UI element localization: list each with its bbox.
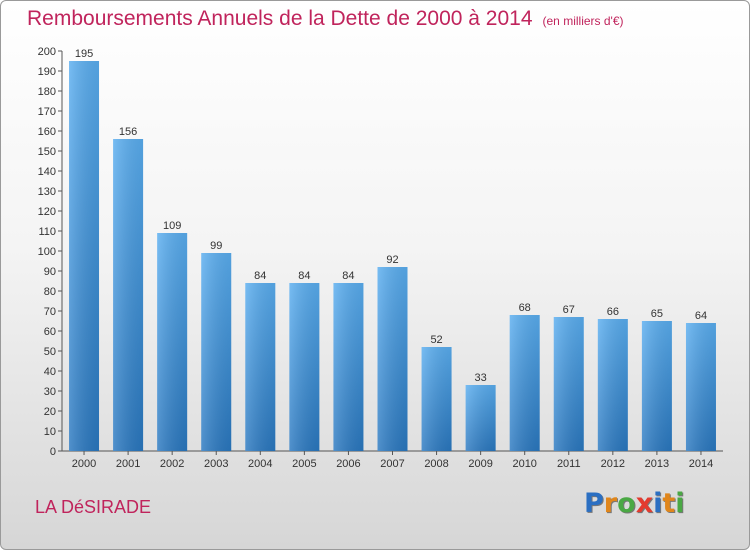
chart-unit: (en milliers d'€) bbox=[542, 14, 624, 28]
value-label: 84 bbox=[298, 270, 310, 282]
y-tick-label: 200 bbox=[38, 46, 56, 58]
x-tick-label: 2011 bbox=[557, 458, 581, 470]
y-tick-label: 90 bbox=[44, 266, 56, 278]
value-label: 67 bbox=[563, 304, 575, 316]
bar-shade bbox=[289, 283, 320, 451]
y-tick-label: 170 bbox=[38, 106, 56, 118]
bars: 195 156 109 99 84 84 84 92 52 33 68 67 66 65 64 bbox=[69, 48, 716, 451]
bar-shade bbox=[157, 233, 188, 451]
y-tick-label: 120 bbox=[38, 206, 56, 218]
bar-shade bbox=[333, 283, 364, 451]
bar-shade bbox=[113, 139, 144, 451]
logo-letter: x bbox=[635, 488, 654, 519]
y-tick-label: 70 bbox=[44, 306, 56, 318]
bar-shade bbox=[509, 315, 540, 451]
value-label: 65 bbox=[651, 308, 663, 320]
logo-letter: i bbox=[675, 488, 685, 519]
y-tick-label: 10 bbox=[44, 426, 56, 438]
y-tick-label: 100 bbox=[38, 246, 56, 258]
logo-letter: P bbox=[584, 488, 604, 519]
x-tick-label: 2013 bbox=[645, 458, 669, 470]
value-label: 33 bbox=[475, 372, 487, 384]
value-label: 68 bbox=[519, 302, 531, 314]
y-tick-label: 190 bbox=[38, 66, 56, 78]
y-tick-label: 50 bbox=[44, 346, 56, 358]
proxiti-logo: Proxiti bbox=[584, 488, 685, 519]
x-tick-label: 2012 bbox=[601, 458, 625, 470]
bar-shade bbox=[377, 267, 408, 451]
value-label: 84 bbox=[254, 270, 266, 282]
x-tick-label: 2014 bbox=[689, 458, 713, 470]
value-label: 84 bbox=[342, 270, 354, 282]
value-label: 64 bbox=[695, 310, 707, 322]
bar-shade bbox=[597, 319, 628, 451]
x-tick-label: 2002 bbox=[160, 458, 184, 470]
value-label: 99 bbox=[210, 240, 222, 252]
bar-shade bbox=[465, 385, 496, 451]
y-tick-label: 0 bbox=[50, 446, 56, 458]
x-tick-label: 2001 bbox=[116, 458, 140, 470]
bar-shade bbox=[69, 61, 100, 451]
value-label: 156 bbox=[119, 126, 137, 138]
bar-shade bbox=[245, 283, 276, 451]
x-tick-label: 2007 bbox=[380, 458, 404, 470]
value-label: 66 bbox=[607, 306, 619, 318]
bar-shade bbox=[685, 323, 716, 451]
chart-title: Remboursements Annuels de la Dette de 20… bbox=[27, 7, 624, 31]
y-tick-label: 80 bbox=[44, 286, 56, 298]
value-label: 109 bbox=[163, 220, 181, 232]
x-tick-label: 2004 bbox=[248, 458, 272, 470]
value-label: 52 bbox=[430, 334, 442, 346]
y-tick-label: 160 bbox=[38, 126, 56, 138]
logo-letter: t bbox=[662, 488, 676, 519]
bar-shade bbox=[201, 253, 232, 451]
logo-letter: i bbox=[653, 488, 663, 519]
bar-shade bbox=[553, 317, 584, 451]
y-tick-label: 30 bbox=[44, 386, 56, 398]
x-tick-label: 2003 bbox=[204, 458, 228, 470]
value-label: 92 bbox=[386, 254, 398, 266]
y-tick-label: 180 bbox=[38, 86, 56, 98]
x-tick-label: 2009 bbox=[468, 458, 492, 470]
y-tick-label: 140 bbox=[38, 166, 56, 178]
x-tick-label: 2006 bbox=[336, 458, 360, 470]
x-tick-label: 2010 bbox=[512, 458, 536, 470]
y-tick-label: 150 bbox=[38, 146, 56, 158]
place-name: LA DéSIRADE bbox=[35, 497, 152, 517]
bar-shade bbox=[421, 347, 452, 451]
x-tick-label: 2000 bbox=[72, 458, 96, 470]
x-tick-label: 2008 bbox=[424, 458, 448, 470]
logo-letter: o bbox=[617, 488, 636, 519]
bar-shade bbox=[641, 321, 672, 451]
chart-title-text: Remboursements Annuels de la Dette de 20… bbox=[27, 7, 533, 30]
y-tick-label: 130 bbox=[38, 186, 56, 198]
y-tick-label: 20 bbox=[44, 406, 56, 418]
y-tick-label: 60 bbox=[44, 326, 56, 338]
x-tick-label: 2005 bbox=[292, 458, 316, 470]
logo-letter: r bbox=[603, 488, 618, 519]
y-tick-label: 110 bbox=[38, 226, 56, 238]
y-tick-label: 40 bbox=[44, 366, 56, 378]
value-label: 195 bbox=[75, 48, 93, 60]
